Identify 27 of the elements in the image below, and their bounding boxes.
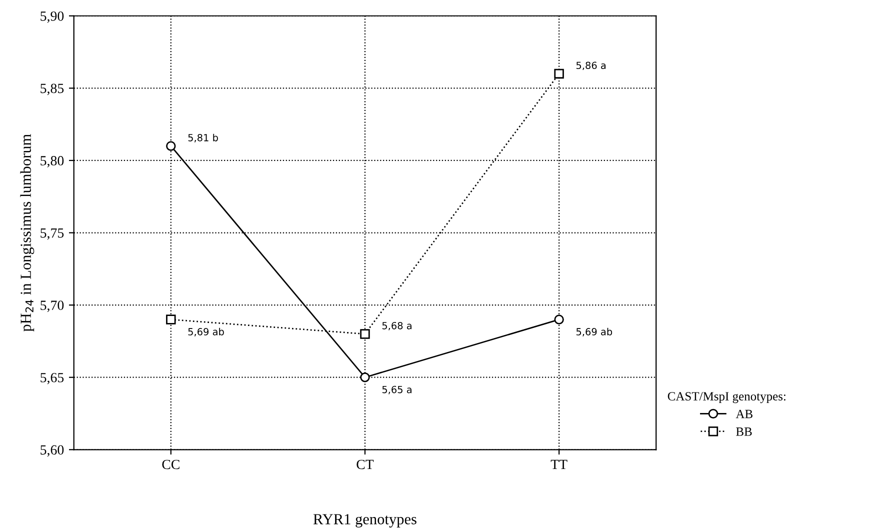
y-tick-label: 5,65: [40, 372, 64, 384]
data-label: 5,69 ab: [576, 328, 612, 336]
x-axis-title: RYR1 genotypes: [313, 514, 416, 528]
data-label: 5,65 a: [382, 386, 412, 394]
y-tick-label: 5,70: [40, 300, 64, 312]
y-tick-label: 5,60: [40, 445, 64, 457]
x-tick-label: CC: [162, 460, 180, 470]
point: [554, 314, 564, 324]
point: [554, 68, 564, 79]
data-label: 5,68 a: [382, 322, 412, 330]
x-tick-label: TT: [550, 460, 568, 470]
y-axis-title: pH$_{24}$ in Longissimus lumborum: [20, 134, 34, 332]
point: [360, 329, 370, 339]
data-label: 5,81 b: [188, 134, 218, 142]
point: [166, 141, 176, 151]
x-tick-label: CT: [356, 460, 374, 470]
y-tick-label: 5,90: [40, 11, 64, 23]
point: [360, 372, 370, 382]
legend-label: AB: [736, 410, 752, 418]
y-tick-label: 5,75: [40, 228, 64, 240]
y-tick-label: 5,85: [40, 84, 64, 96]
point: [166, 314, 176, 324]
data-label: 5,86 a: [576, 62, 606, 70]
data-label: 5,69 ab: [188, 328, 224, 336]
legend-title: CAST/MspI genotypes:: [668, 392, 786, 404]
y-tick-label: 5,80: [40, 156, 64, 168]
legend-label: BB: [736, 428, 752, 436]
